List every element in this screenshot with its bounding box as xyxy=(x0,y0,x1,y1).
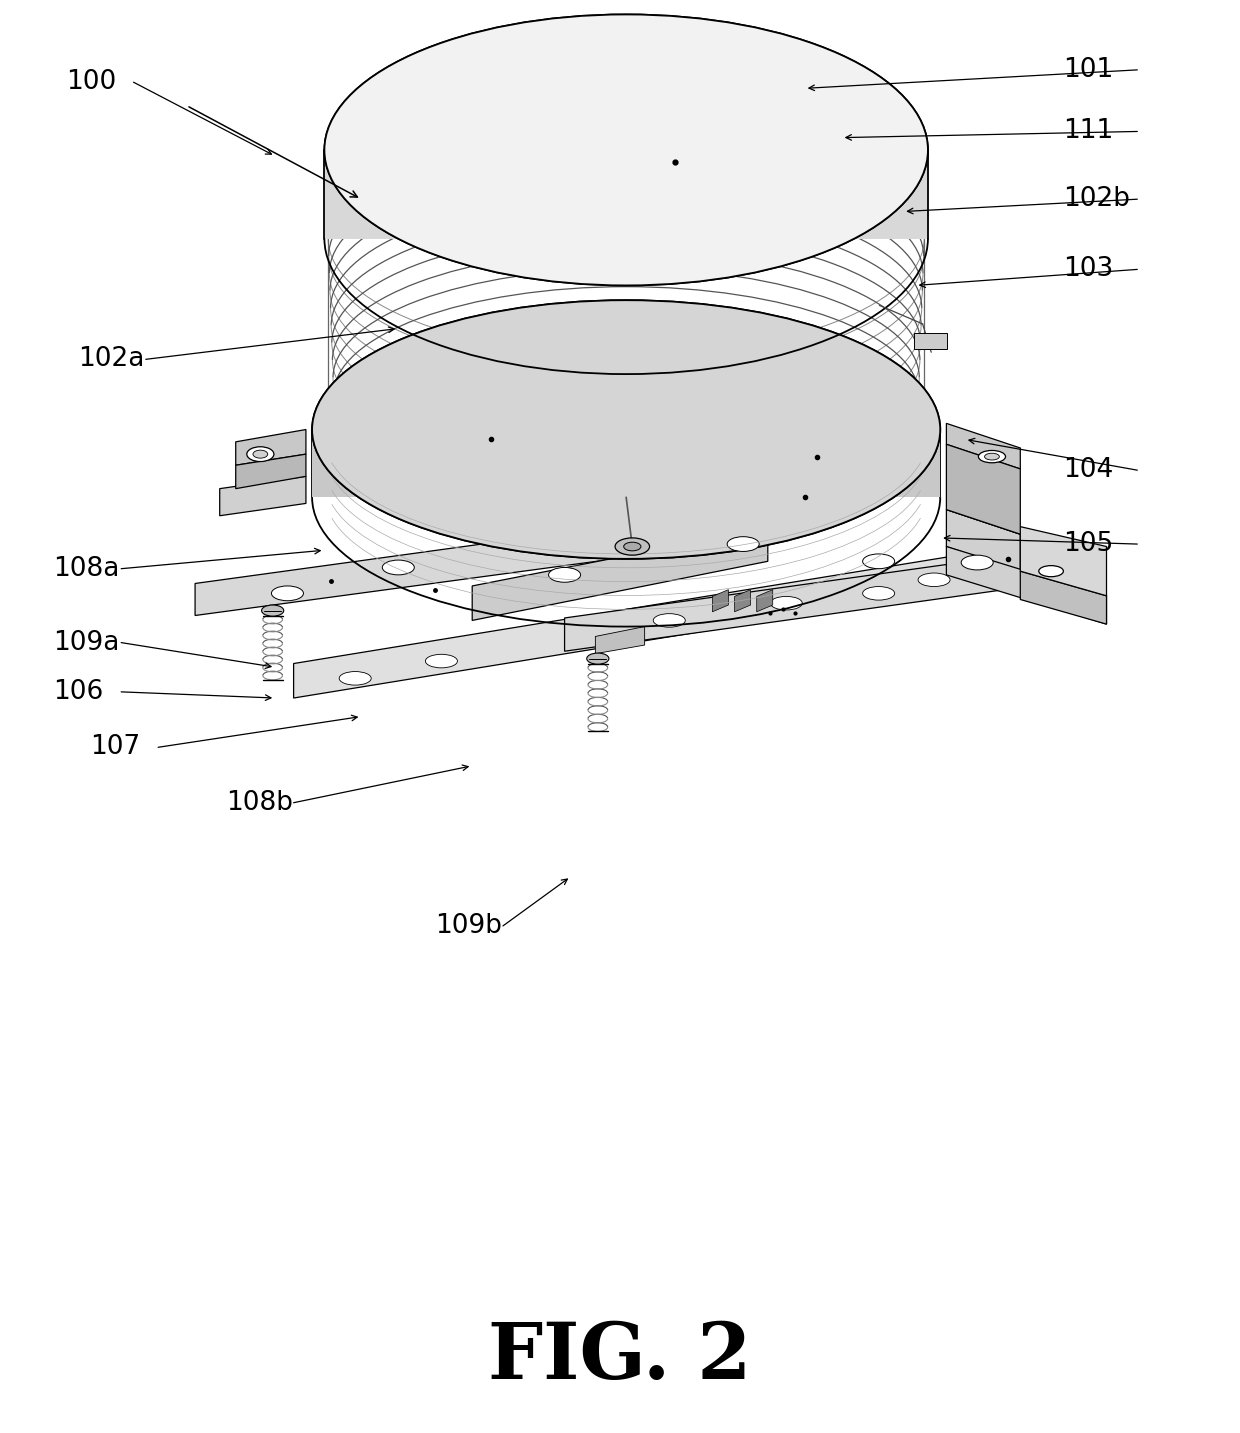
Polygon shape xyxy=(756,589,773,612)
Text: 104: 104 xyxy=(1064,457,1114,483)
Polygon shape xyxy=(312,430,940,497)
Ellipse shape xyxy=(312,299,940,559)
Ellipse shape xyxy=(653,613,686,628)
Polygon shape xyxy=(946,510,1021,572)
Polygon shape xyxy=(946,546,1106,625)
Text: 108b: 108b xyxy=(226,790,293,815)
Text: 106: 106 xyxy=(53,679,104,705)
Ellipse shape xyxy=(770,596,802,610)
Ellipse shape xyxy=(985,453,999,460)
Ellipse shape xyxy=(325,14,928,285)
Polygon shape xyxy=(219,476,306,516)
Ellipse shape xyxy=(262,605,284,616)
Polygon shape xyxy=(195,516,688,616)
Ellipse shape xyxy=(624,542,641,550)
Polygon shape xyxy=(946,444,1021,535)
Polygon shape xyxy=(712,589,728,612)
Ellipse shape xyxy=(340,672,371,685)
Polygon shape xyxy=(325,150,928,239)
Polygon shape xyxy=(1021,572,1106,625)
Text: 107: 107 xyxy=(91,734,140,761)
Ellipse shape xyxy=(425,655,458,668)
Polygon shape xyxy=(914,332,947,348)
Polygon shape xyxy=(472,527,768,620)
Text: FIG. 2: FIG. 2 xyxy=(489,1318,751,1394)
Ellipse shape xyxy=(961,555,993,570)
Text: 105: 105 xyxy=(1064,532,1114,557)
Ellipse shape xyxy=(312,299,940,559)
Ellipse shape xyxy=(863,555,895,569)
Ellipse shape xyxy=(325,14,928,285)
Polygon shape xyxy=(236,430,306,466)
Text: 103: 103 xyxy=(1064,257,1114,282)
Polygon shape xyxy=(294,555,959,698)
Ellipse shape xyxy=(272,586,304,600)
Text: 100: 100 xyxy=(66,69,117,95)
Ellipse shape xyxy=(548,567,580,582)
Text: 102b: 102b xyxy=(1064,186,1131,212)
Polygon shape xyxy=(236,454,306,489)
Text: 101: 101 xyxy=(1064,57,1114,83)
Text: 108a: 108a xyxy=(53,556,120,582)
Polygon shape xyxy=(946,510,1106,596)
Ellipse shape xyxy=(587,653,609,663)
Ellipse shape xyxy=(978,450,1006,463)
Ellipse shape xyxy=(1039,566,1064,576)
Polygon shape xyxy=(595,626,645,653)
Ellipse shape xyxy=(253,450,268,459)
Polygon shape xyxy=(946,423,1021,469)
Text: 109b: 109b xyxy=(435,913,502,939)
Ellipse shape xyxy=(382,560,414,575)
Ellipse shape xyxy=(247,447,274,461)
Ellipse shape xyxy=(615,537,650,555)
Polygon shape xyxy=(734,589,750,612)
Text: 102a: 102a xyxy=(78,347,144,373)
Ellipse shape xyxy=(727,537,759,552)
Text: 111: 111 xyxy=(1064,119,1114,145)
Polygon shape xyxy=(564,549,1058,651)
Ellipse shape xyxy=(918,573,950,586)
Text: 109a: 109a xyxy=(53,629,120,656)
Ellipse shape xyxy=(863,586,895,600)
